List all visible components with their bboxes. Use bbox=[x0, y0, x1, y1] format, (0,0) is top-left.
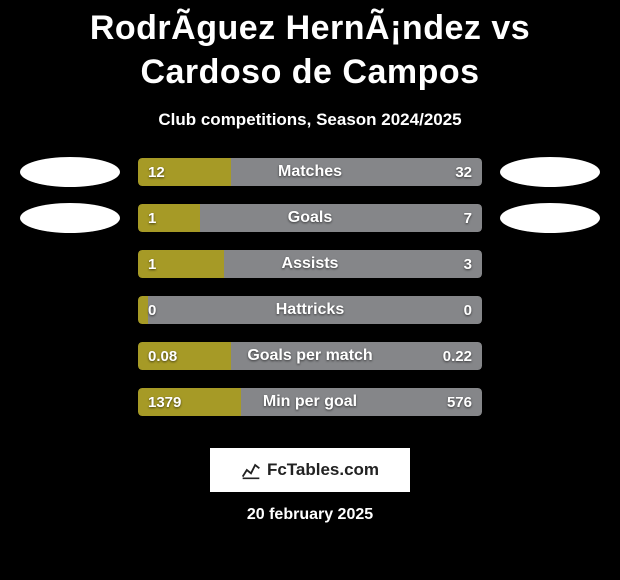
spacer bbox=[500, 341, 600, 371]
stat-row: 17Goals bbox=[20, 204, 600, 232]
watermark: FcTables.com bbox=[210, 448, 410, 492]
spacer bbox=[20, 249, 120, 279]
stat-bar: 0.080.22Goals per match bbox=[138, 342, 482, 370]
player-photo-left bbox=[20, 203, 120, 233]
subtitle: Club competitions, Season 2024/2025 bbox=[158, 110, 461, 130]
spacer bbox=[20, 387, 120, 417]
spacer bbox=[20, 295, 120, 325]
stat-name: Assists bbox=[138, 250, 482, 278]
stat-name: Hattricks bbox=[138, 296, 482, 324]
stat-row: 00Hattricks bbox=[20, 296, 600, 324]
player-photo-left bbox=[20, 157, 120, 187]
stat-name: Goals bbox=[138, 204, 482, 232]
stat-bar: 1232Matches bbox=[138, 158, 482, 186]
spacer bbox=[500, 249, 600, 279]
stat-row: 0.080.22Goals per match bbox=[20, 342, 600, 370]
player-photo-right bbox=[500, 203, 600, 233]
chart-icon bbox=[241, 460, 261, 480]
player-photo-right bbox=[500, 157, 600, 187]
stat-name: Min per goal bbox=[138, 388, 482, 416]
stat-row: 1379576Min per goal bbox=[20, 388, 600, 416]
stat-name: Matches bbox=[138, 158, 482, 186]
stat-bar: 13Assists bbox=[138, 250, 482, 278]
stat-bar: 00Hattricks bbox=[138, 296, 482, 324]
comparison-widget: RodrÃ­guez HernÃ¡ndez vs Cardoso de Camp… bbox=[0, 0, 620, 580]
date-label: 20 february 2025 bbox=[247, 506, 373, 524]
spacer bbox=[500, 295, 600, 325]
stat-bar: 17Goals bbox=[138, 204, 482, 232]
page-title: RodrÃ­guez HernÃ¡ndez vs Cardoso de Camp… bbox=[0, 6, 620, 94]
stat-rows: 1232Matches 17Goals 13Assists 00Hattricks 0.… bbox=[20, 158, 600, 434]
spacer bbox=[500, 387, 600, 417]
stat-bar: 1379576Min per goal bbox=[138, 388, 482, 416]
stat-row: 13Assists bbox=[20, 250, 600, 278]
watermark-text: FcTables.com bbox=[267, 460, 379, 480]
stat-name: Goals per match bbox=[138, 342, 482, 370]
spacer bbox=[20, 341, 120, 371]
stat-row: 1232Matches bbox=[20, 158, 600, 186]
